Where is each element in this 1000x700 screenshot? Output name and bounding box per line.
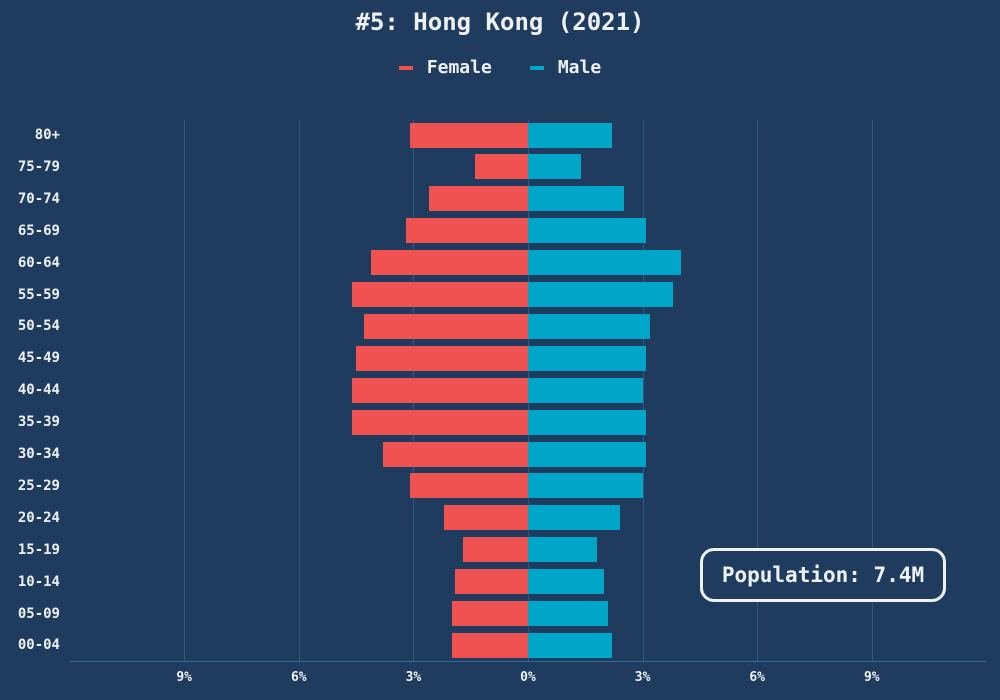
y-tick-label: 70-74 xyxy=(17,190,60,207)
y-tick-label: 15-19 xyxy=(17,541,60,558)
y-tick-label: 30-34 xyxy=(17,446,60,462)
female-bar[interactable] xyxy=(474,154,528,180)
x-tick-label: 9% xyxy=(863,670,880,685)
y-tick-label: 75-79 xyxy=(17,158,60,175)
legend-label-male: Male xyxy=(557,57,602,78)
male-bar[interactable] xyxy=(528,409,647,435)
chart-title: #5: Hong Kong (2021) xyxy=(355,8,645,36)
male-bar[interactable] xyxy=(528,218,647,244)
gridline xyxy=(757,120,759,661)
female-bar[interactable] xyxy=(451,601,528,626)
female-bar[interactable] xyxy=(352,409,528,435)
male-bar[interactable] xyxy=(528,569,605,595)
female-bar[interactable] xyxy=(463,537,528,563)
female-bar[interactable] xyxy=(382,441,528,467)
male-bar[interactable] xyxy=(528,473,643,499)
female-bar[interactable] xyxy=(428,186,528,212)
male-bar[interactable] xyxy=(528,377,643,403)
x-tick-label: 0% xyxy=(520,670,536,685)
female-bar[interactable] xyxy=(371,250,528,276)
female-bar[interactable] xyxy=(451,632,528,658)
y-tick-label: 45-49 xyxy=(17,350,60,367)
male-bar[interactable] xyxy=(528,601,609,626)
y-tick-label: 25-29 xyxy=(17,477,60,494)
y-tick-label: 00-04 xyxy=(17,637,60,654)
female-bar[interactable] xyxy=(363,313,528,339)
x-tick-label: 6% xyxy=(290,670,307,685)
female-bar[interactable] xyxy=(352,377,528,403)
y-tick-label: 20-24 xyxy=(17,509,60,526)
legend-item-male[interactable]: Male xyxy=(529,57,602,78)
y-tick-label: 10-14 xyxy=(17,573,60,590)
female-bar[interactable] xyxy=(409,473,528,499)
x-axis-line xyxy=(70,661,986,662)
female-bar[interactable] xyxy=(455,569,528,595)
male-swatch-icon xyxy=(529,65,544,70)
y-tick-label: 50-54 xyxy=(17,318,60,335)
y-tick-label: 65-69 xyxy=(17,222,60,239)
legend-item-female[interactable]: Female xyxy=(398,57,492,78)
population-annotation: Population: 7.4M xyxy=(700,548,946,602)
y-tick-label: 60-64 xyxy=(17,254,60,271)
female-bar[interactable] xyxy=(409,122,528,148)
gridline xyxy=(642,120,644,661)
female-bar[interactable] xyxy=(356,345,528,371)
female-bar[interactable] xyxy=(405,218,528,244)
y-tick-label: 05-09 xyxy=(17,605,60,622)
legend: Female Male xyxy=(0,57,1000,78)
male-bar[interactable] xyxy=(528,345,647,371)
male-bar[interactable] xyxy=(528,154,582,180)
y-tick-label: 40-44 xyxy=(17,382,60,399)
x-tick-label: 6% xyxy=(749,670,766,685)
x-tick-label: 9% xyxy=(176,670,193,685)
population-text: Population: 7.4M xyxy=(721,563,925,587)
gridline xyxy=(871,120,873,661)
male-bar[interactable] xyxy=(528,250,681,276)
gridline xyxy=(298,120,300,661)
y-tick-label: 55-59 xyxy=(17,286,60,303)
male-bar[interactable] xyxy=(528,505,620,531)
legend-label-female: Female xyxy=(426,57,492,78)
male-bar[interactable] xyxy=(528,282,674,307)
x-tick-label: 3% xyxy=(634,670,651,685)
male-bar[interactable] xyxy=(528,632,613,658)
gridline xyxy=(184,120,186,661)
female-bar[interactable] xyxy=(443,505,528,531)
male-bar[interactable] xyxy=(528,186,624,212)
female-bar[interactable] xyxy=(352,282,528,307)
female-swatch-icon xyxy=(398,65,413,70)
male-bar[interactable] xyxy=(528,122,613,148)
male-bar[interactable] xyxy=(528,441,647,467)
y-tick-label: 35-39 xyxy=(17,414,60,431)
male-bar[interactable] xyxy=(528,537,597,563)
y-tick-label: 80+ xyxy=(34,127,60,143)
male-bar[interactable] xyxy=(528,313,651,339)
x-tick-label: 3% xyxy=(405,670,422,685)
